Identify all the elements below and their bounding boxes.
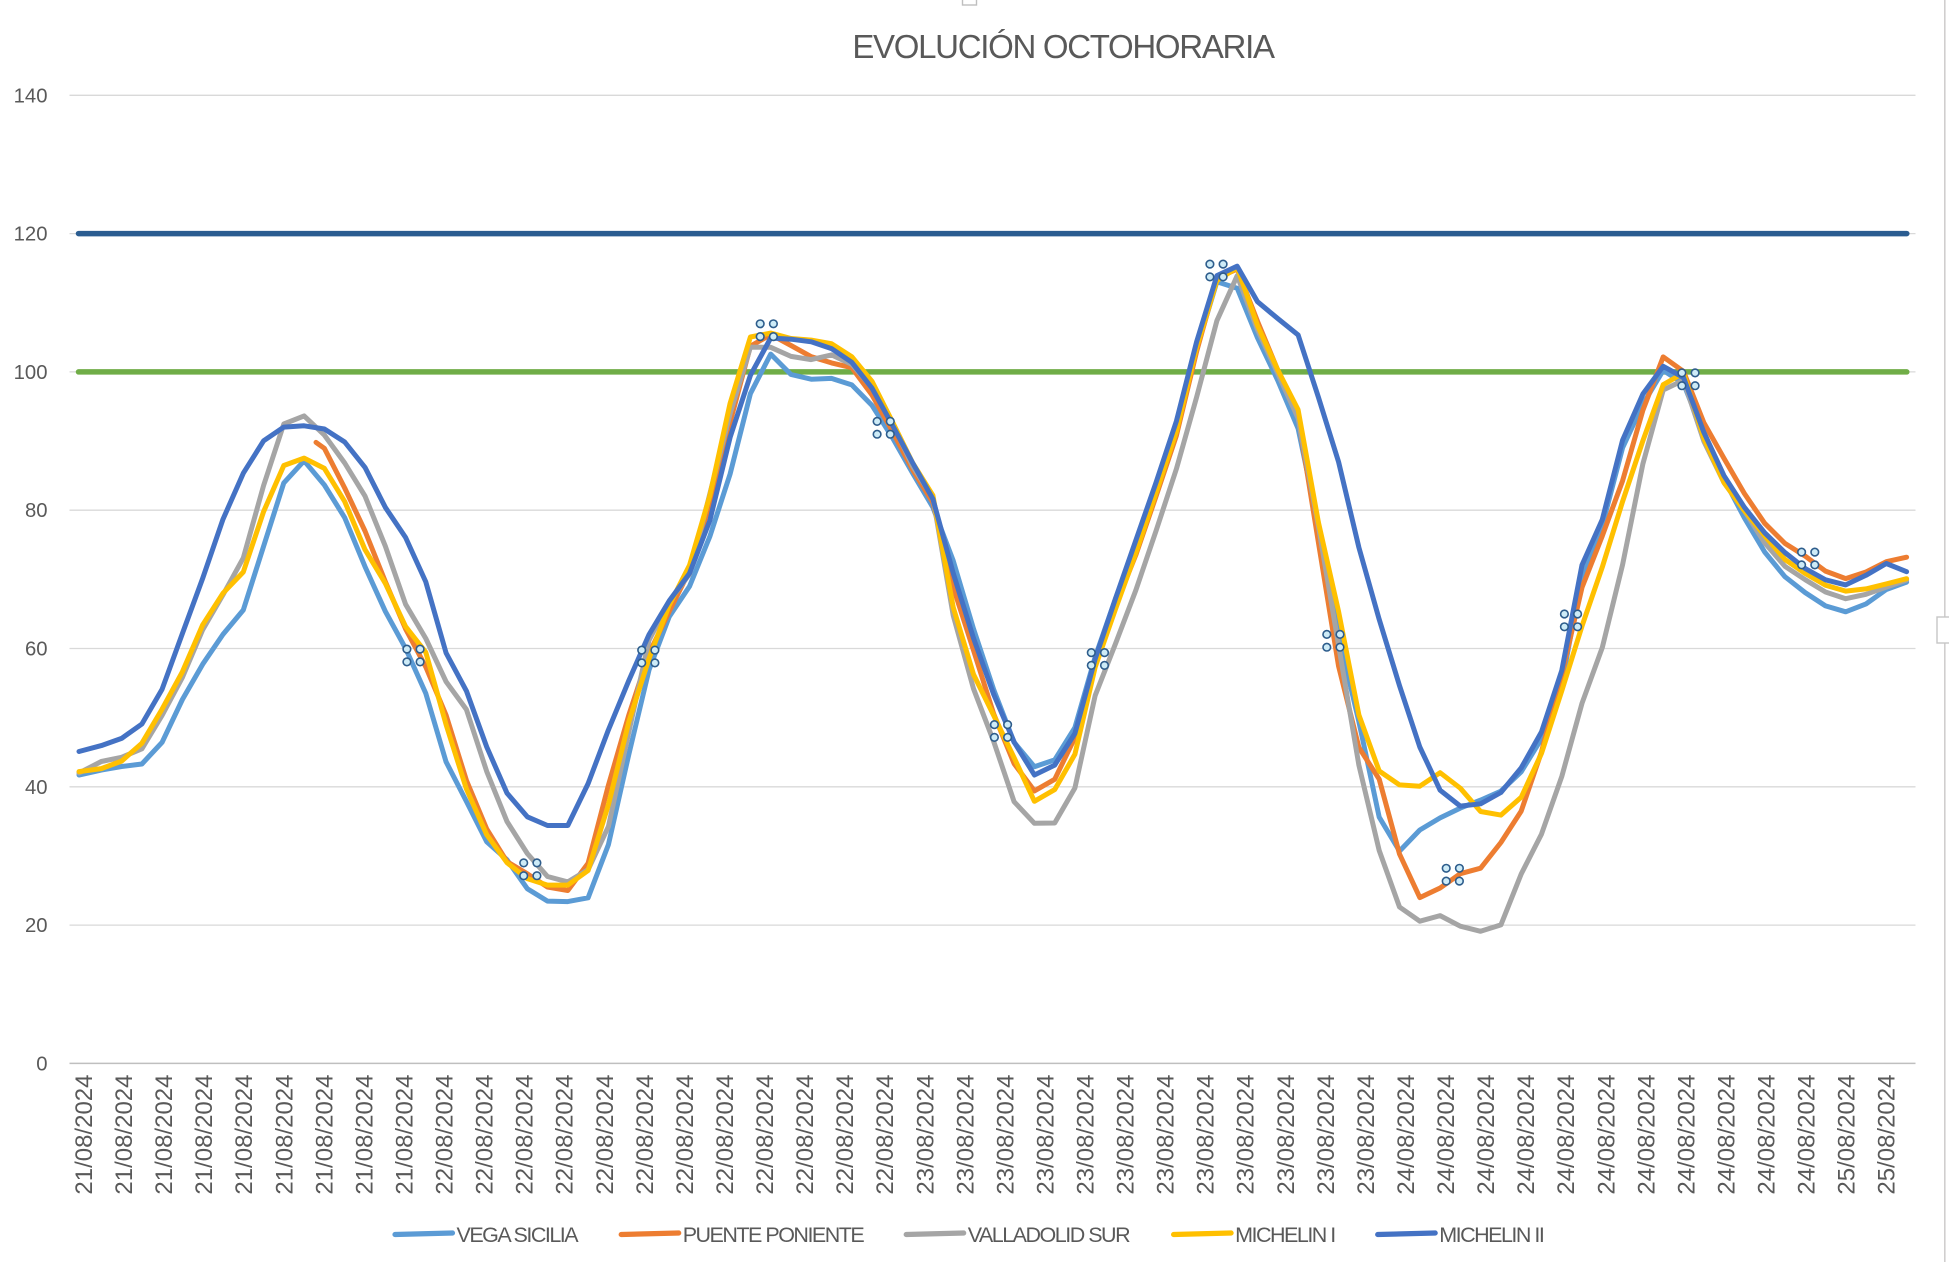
svg-text:24/08/2024: 24/08/2024 bbox=[1513, 1075, 1540, 1195]
svg-text:VEGA SICILIA: VEGA SICILIA bbox=[457, 1223, 580, 1247]
svg-text:23/08/2024: 23/08/2024 bbox=[1032, 1075, 1059, 1195]
svg-text:VALLADOLID SUR: VALLADOLID SUR bbox=[968, 1223, 1130, 1247]
svg-text:21/08/2024: 21/08/2024 bbox=[111, 1075, 138, 1195]
svg-text:24/08/2024: 24/08/2024 bbox=[1754, 1075, 1781, 1195]
svg-text:22/08/2024: 22/08/2024 bbox=[752, 1075, 779, 1195]
svg-text:24/08/2024: 24/08/2024 bbox=[1593, 1075, 1620, 1195]
svg-text:40: 40 bbox=[25, 777, 48, 799]
svg-text:21/08/2024: 21/08/2024 bbox=[231, 1075, 258, 1195]
svg-text:24/08/2024: 24/08/2024 bbox=[1433, 1075, 1460, 1195]
svg-text:23/08/2024: 23/08/2024 bbox=[1313, 1075, 1340, 1195]
svg-text:23/08/2024: 23/08/2024 bbox=[1193, 1075, 1220, 1195]
svg-text:21/08/2024: 21/08/2024 bbox=[392, 1075, 419, 1195]
svg-text:25/08/2024: 25/08/2024 bbox=[1834, 1075, 1861, 1195]
svg-text:21/08/2024: 21/08/2024 bbox=[271, 1075, 298, 1195]
svg-text:22/08/2024: 22/08/2024 bbox=[592, 1075, 619, 1195]
svg-text:140: 140 bbox=[14, 85, 48, 107]
svg-text:21/08/2024: 21/08/2024 bbox=[71, 1075, 98, 1195]
svg-text:23/08/2024: 23/08/2024 bbox=[1233, 1075, 1260, 1195]
svg-text:21/08/2024: 21/08/2024 bbox=[191, 1075, 218, 1195]
svg-text:20: 20 bbox=[25, 915, 48, 937]
svg-text:21/08/2024: 21/08/2024 bbox=[311, 1075, 338, 1195]
svg-text:22/08/2024: 22/08/2024 bbox=[512, 1075, 539, 1195]
svg-text:120: 120 bbox=[14, 224, 48, 246]
svg-text:21/08/2024: 21/08/2024 bbox=[351, 1075, 378, 1195]
svg-text:23/08/2024: 23/08/2024 bbox=[992, 1075, 1019, 1195]
svg-text:24/08/2024: 24/08/2024 bbox=[1473, 1075, 1500, 1195]
svg-text:22/08/2024: 22/08/2024 bbox=[712, 1075, 739, 1195]
svg-text:0: 0 bbox=[36, 1053, 47, 1075]
svg-text:23/08/2024: 23/08/2024 bbox=[1113, 1075, 1140, 1195]
svg-text:22/08/2024: 22/08/2024 bbox=[872, 1075, 899, 1195]
svg-text:PUENTE PONIENTE: PUENTE PONIENTE bbox=[683, 1223, 865, 1247]
svg-text:22/08/2024: 22/08/2024 bbox=[552, 1075, 579, 1195]
svg-text:80: 80 bbox=[25, 500, 48, 522]
svg-text:23/08/2024: 23/08/2024 bbox=[1273, 1075, 1300, 1195]
svg-text:EVOLUCIÓN OCTOHORARIA: EVOLUCIÓN OCTOHORARIA bbox=[852, 28, 1275, 65]
svg-text:22/08/2024: 22/08/2024 bbox=[472, 1075, 499, 1195]
svg-text:23/08/2024: 23/08/2024 bbox=[1153, 1075, 1180, 1195]
svg-text:MICHELIN I: MICHELIN I bbox=[1235, 1223, 1335, 1247]
svg-text:24/08/2024: 24/08/2024 bbox=[1553, 1075, 1580, 1195]
svg-text:22/08/2024: 22/08/2024 bbox=[792, 1075, 819, 1195]
svg-text:22/08/2024: 22/08/2024 bbox=[832, 1075, 859, 1195]
svg-text:25/08/2024: 25/08/2024 bbox=[1874, 1075, 1901, 1195]
svg-text:23/08/2024: 23/08/2024 bbox=[952, 1075, 979, 1195]
svg-text:MICHELIN II: MICHELIN II bbox=[1439, 1223, 1543, 1247]
svg-text:24/08/2024: 24/08/2024 bbox=[1393, 1075, 1420, 1195]
svg-text:22/08/2024: 22/08/2024 bbox=[632, 1075, 659, 1195]
svg-text:24/08/2024: 24/08/2024 bbox=[1673, 1075, 1700, 1195]
svg-text:22/08/2024: 22/08/2024 bbox=[672, 1075, 699, 1195]
svg-text:23/08/2024: 23/08/2024 bbox=[1073, 1075, 1100, 1195]
svg-text:21/08/2024: 21/08/2024 bbox=[151, 1075, 178, 1195]
svg-text:22/08/2024: 22/08/2024 bbox=[432, 1075, 459, 1195]
svg-text:24/08/2024: 24/08/2024 bbox=[1714, 1075, 1741, 1195]
svg-text:24/08/2024: 24/08/2024 bbox=[1794, 1075, 1821, 1195]
svg-text:24/08/2024: 24/08/2024 bbox=[1633, 1075, 1660, 1195]
svg-text:60: 60 bbox=[25, 639, 48, 661]
svg-text:100: 100 bbox=[14, 362, 48, 384]
svg-text:23/08/2024: 23/08/2024 bbox=[1353, 1075, 1380, 1195]
svg-text:23/08/2024: 23/08/2024 bbox=[912, 1075, 939, 1195]
